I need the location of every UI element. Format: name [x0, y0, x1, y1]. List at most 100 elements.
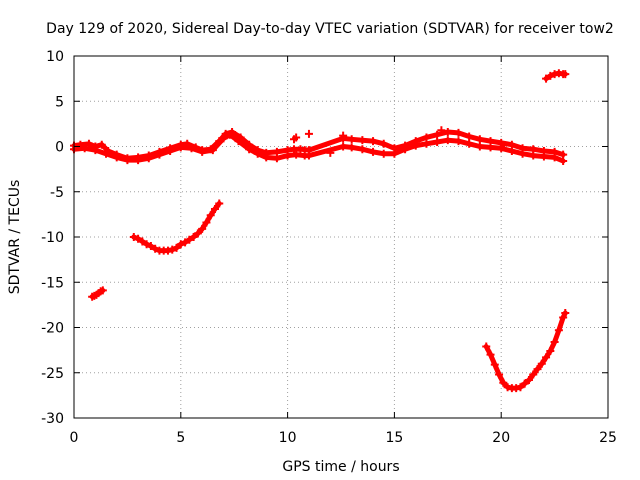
- data-point: [433, 137, 442, 146]
- y-tick-label: -20: [41, 321, 64, 337]
- y-tick-label: -25: [41, 366, 64, 382]
- y-tick-label: 10: [46, 49, 64, 65]
- data-point: [379, 139, 388, 148]
- data-point: [546, 71, 555, 80]
- data-point: [292, 133, 301, 142]
- data-point: [193, 229, 202, 238]
- series-arc-short-low: [88, 286, 107, 301]
- data-point: [155, 150, 164, 159]
- data-point: [262, 153, 271, 162]
- data-point: [358, 136, 367, 145]
- data-point: [559, 313, 568, 322]
- data-point: [339, 131, 348, 140]
- data-point: [539, 152, 548, 161]
- data-point: [146, 242, 155, 251]
- series-arc-dip-evening: [482, 309, 570, 393]
- data-point: [202, 218, 211, 227]
- data-point: [347, 143, 356, 152]
- data-point: [482, 342, 491, 351]
- data-point: [550, 153, 559, 162]
- series-arc-dip-morning: [129, 199, 224, 255]
- data-point: [561, 309, 570, 318]
- data-point: [390, 149, 399, 158]
- data-point: [561, 70, 570, 79]
- data-point: [524, 375, 533, 384]
- data-point: [206, 211, 215, 220]
- grid: [74, 56, 608, 418]
- data-point: [443, 128, 452, 137]
- data-point: [326, 148, 335, 157]
- data-point: [176, 240, 185, 249]
- data-point: [550, 337, 559, 346]
- data-point: [129, 233, 138, 241]
- series-arc-near-zero-lower: [70, 130, 568, 165]
- data-point: [533, 365, 542, 374]
- data-point: [253, 149, 262, 158]
- y-tick-label: 5: [55, 94, 64, 110]
- x-tick-label: 20: [492, 430, 510, 446]
- data-point: [292, 150, 301, 159]
- data-point: [144, 154, 153, 163]
- data-point: [411, 141, 420, 150]
- data-point: [151, 244, 160, 253]
- y-tick-label: -10: [41, 230, 64, 246]
- y-tick-label: -30: [41, 411, 64, 427]
- data-point: [529, 151, 538, 160]
- data-point: [443, 136, 452, 145]
- series-arc-isolated: [290, 126, 506, 157]
- data-point: [339, 142, 348, 151]
- x-axis-label: GPS time / hours: [282, 459, 399, 475]
- data-point: [537, 359, 546, 368]
- data-point: [102, 149, 111, 158]
- x-tick-label: 0: [70, 430, 79, 446]
- data-point: [91, 146, 100, 155]
- data-series: [70, 69, 570, 393]
- data-point: [245, 145, 254, 154]
- data-point: [172, 243, 181, 252]
- data-point: [134, 234, 143, 243]
- y-axis-ticks: 10 5 0 -5 -10 -15 -20 -25 -30: [41, 49, 608, 427]
- data-point: [486, 350, 495, 359]
- data-point: [465, 139, 474, 148]
- data-point: [554, 326, 563, 335]
- data-point: [475, 142, 484, 151]
- data-point: [546, 347, 555, 356]
- data-point: [490, 360, 499, 369]
- data-point: [516, 383, 525, 392]
- data-point: [283, 151, 292, 160]
- data-point: [208, 146, 217, 155]
- data-point: [80, 144, 89, 153]
- y-tick-label: -15: [41, 275, 64, 291]
- data-point: [272, 154, 281, 163]
- data-point: [520, 379, 529, 388]
- data-point: [198, 147, 207, 156]
- data-point: [168, 245, 177, 254]
- data-point: [98, 286, 107, 295]
- data-point: [198, 224, 207, 233]
- data-point: [433, 130, 442, 139]
- data-point: [499, 378, 508, 387]
- data-point: [166, 147, 175, 156]
- data-point: [138, 237, 147, 246]
- data-point: [495, 370, 504, 379]
- x-tick-label: 5: [176, 430, 185, 446]
- data-point: [465, 132, 474, 141]
- data-point: [422, 139, 431, 148]
- data-point: [189, 233, 198, 241]
- data-point: [234, 137, 243, 146]
- data-point: [369, 137, 378, 146]
- data-point: [454, 128, 463, 137]
- data-point: [369, 147, 378, 156]
- data-point: [210, 204, 219, 213]
- data-point: [401, 145, 410, 154]
- data-point: [123, 156, 132, 165]
- data-point: [497, 142, 506, 151]
- data-point: [529, 370, 538, 379]
- x-tick-label: 15: [385, 430, 403, 446]
- x-tick-label: 25: [599, 430, 617, 446]
- data-point: [559, 156, 568, 165]
- data-point: [507, 147, 516, 156]
- data-point: [518, 149, 527, 158]
- data-point: [112, 153, 121, 162]
